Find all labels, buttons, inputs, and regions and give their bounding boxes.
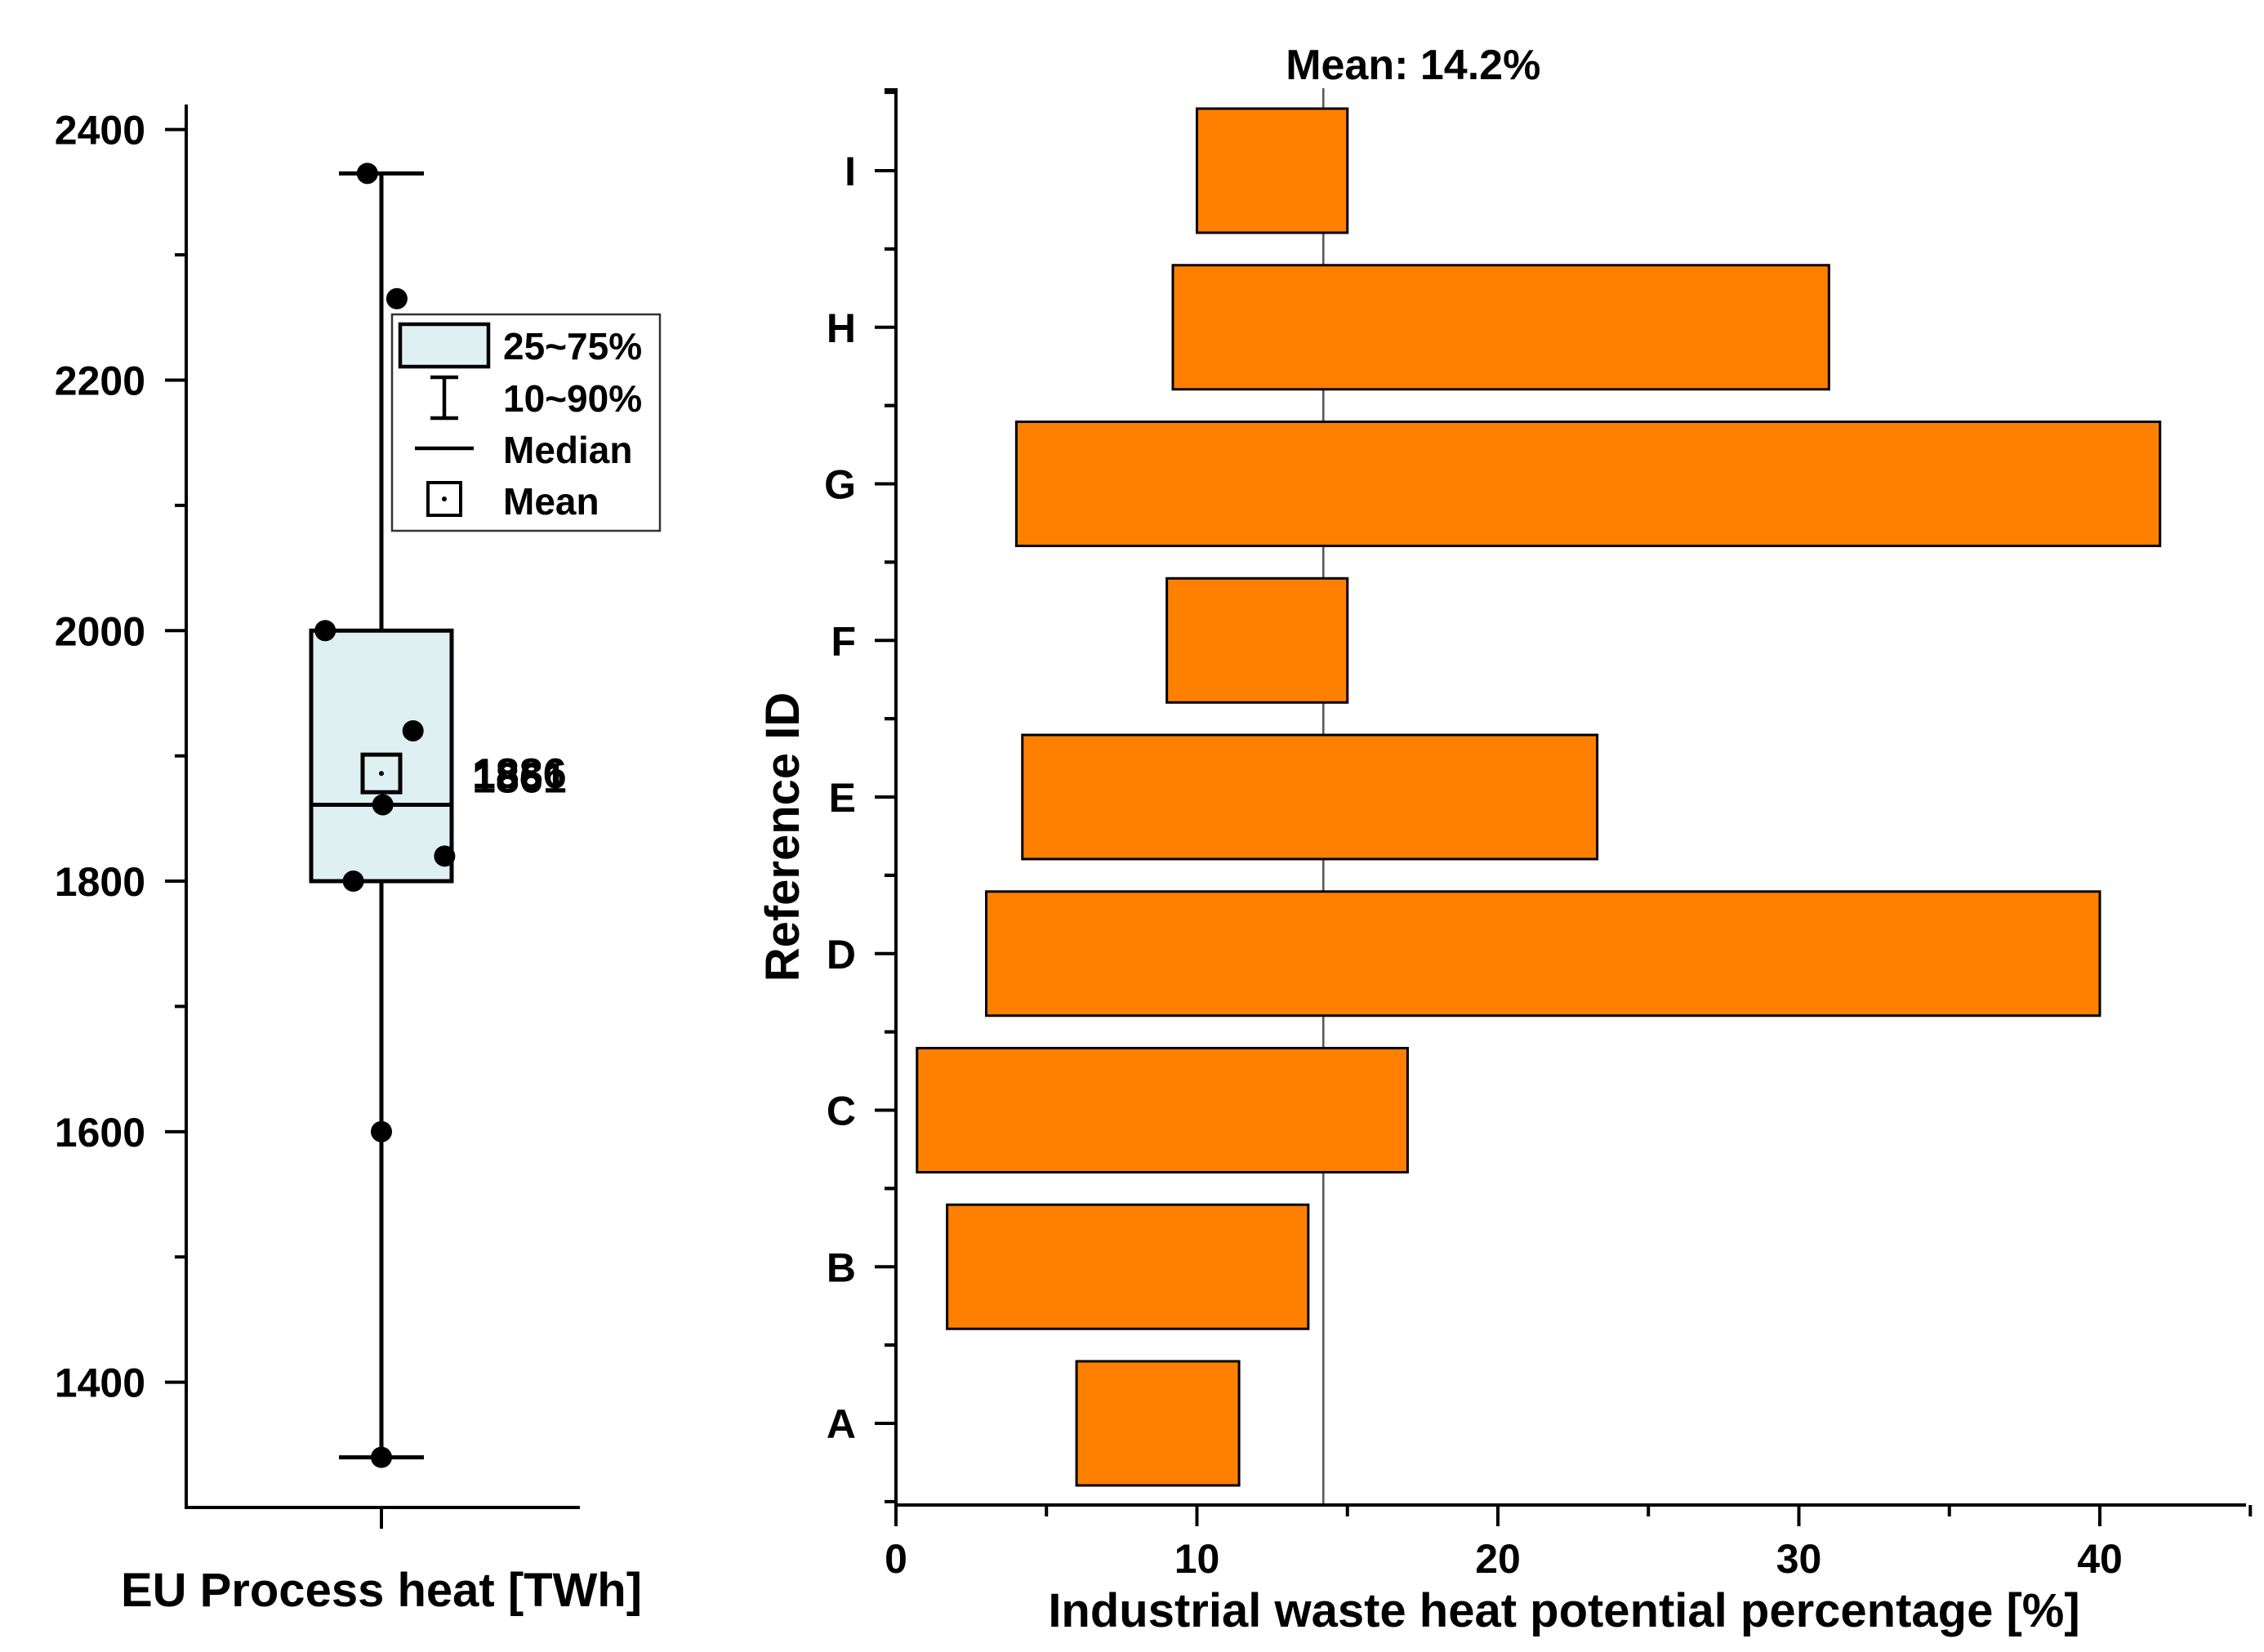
bar-H	[1171, 264, 1830, 391]
mean-marker	[360, 752, 403, 795]
legend-label-mean: Mean	[503, 480, 599, 523]
bar-chart-y-tick-label: H	[827, 305, 856, 351]
mean-value-label: 1886	[472, 750, 567, 798]
legend-label-whisker: 10~90%	[503, 377, 642, 420]
legend: 25~75% 10~90% Median Mean	[390, 313, 662, 532]
bar-chart-y-tick-label: B	[827, 1245, 856, 1290]
data-points	[314, 163, 456, 1468]
box-plot-x-axis-title: EU Process heat [TWh]	[121, 1564, 642, 1617]
data-point	[402, 719, 424, 741]
box-plot-y-tick-label: 1400	[55, 1360, 145, 1406]
data-point	[314, 620, 336, 642]
bar-I	[1196, 107, 1349, 234]
bar-chart-y-tick-label: G	[824, 462, 856, 508]
legend-label-iqr: 25~75%	[503, 325, 642, 367]
median-value-label: 1861	[472, 755, 567, 802]
data-point	[434, 845, 456, 867]
box-plot-panel: 1400 1600 1800 2000 2200 2400 1886 1861 25~75…	[55, 105, 662, 1617]
legend-label-median: Median	[503, 429, 632, 471]
bar-F	[1165, 577, 1349, 704]
box-plot-y-ticks: 1400 1600 1800 2000 2200 2400	[55, 108, 186, 1406]
bar-chart-panel: A B C D E F G H I 0 10 20 30 40 Mean: 14.2% Industri…	[756, 42, 2253, 1637]
bar-A	[1075, 1360, 1241, 1487]
box-plot-y-tick-label: 2000	[55, 608, 145, 654]
bar-chart-x-tick-label: 10	[1174, 1536, 1220, 1582]
bar-chart-y-tick-label: E	[829, 775, 856, 821]
bar-chart-x-axis-title: Industrial waste heat potential percenta…	[1048, 1584, 2079, 1637]
data-point	[371, 1120, 392, 1142]
legend-mean-symbol	[426, 481, 462, 517]
bar-chart-x-tick-label: 0	[885, 1536, 907, 1582]
bar-B	[946, 1203, 1310, 1330]
bar-chart-y-axis-title: Reference ID	[756, 692, 809, 982]
box-plot-y-tick-label: 2400	[55, 108, 145, 154]
mean-reference-label: Mean: 14.2%	[1286, 42, 1540, 89]
bar-chart-x-ticks: 0 10 20 30 40	[885, 1505, 2253, 1582]
data-point	[356, 163, 378, 185]
bars	[916, 107, 2162, 1487]
bar-chart-y-tick-label: C	[827, 1089, 856, 1134]
bar-D	[985, 890, 2101, 1017]
box-plot-y-tick-label: 1600	[55, 1110, 145, 1156]
data-point	[371, 1446, 392, 1468]
box-plot-y-tick-label: 2200	[55, 358, 145, 403]
mean-dot	[379, 771, 384, 777]
bar-G	[1014, 421, 2162, 547]
data-point	[372, 794, 394, 816]
bar-E	[1021, 733, 1599, 861]
legend-box-symbol	[398, 322, 491, 369]
bar-chart-y-tick-label: I	[845, 149, 856, 194]
bar-chart-y-tick-label: F	[831, 618, 856, 664]
bar-chart-y-ticks: A B C D E F G H I	[824, 88, 896, 1503]
data-point	[386, 287, 408, 309]
data-point	[342, 871, 364, 893]
box-plot-y-tick-label: 1800	[55, 859, 145, 905]
bar-chart-x-tick-label: 40	[2077, 1536, 2123, 1582]
bar-chart-y-tick-label: A	[827, 1401, 856, 1447]
bar-C	[916, 1047, 1409, 1173]
bar-chart-y-tick-label: D	[827, 932, 856, 977]
legend-mean-dot	[442, 496, 447, 501]
bar-chart-x-tick-label: 20	[1475, 1536, 1521, 1582]
bar-chart-x-tick-label: 30	[1776, 1536, 1822, 1582]
